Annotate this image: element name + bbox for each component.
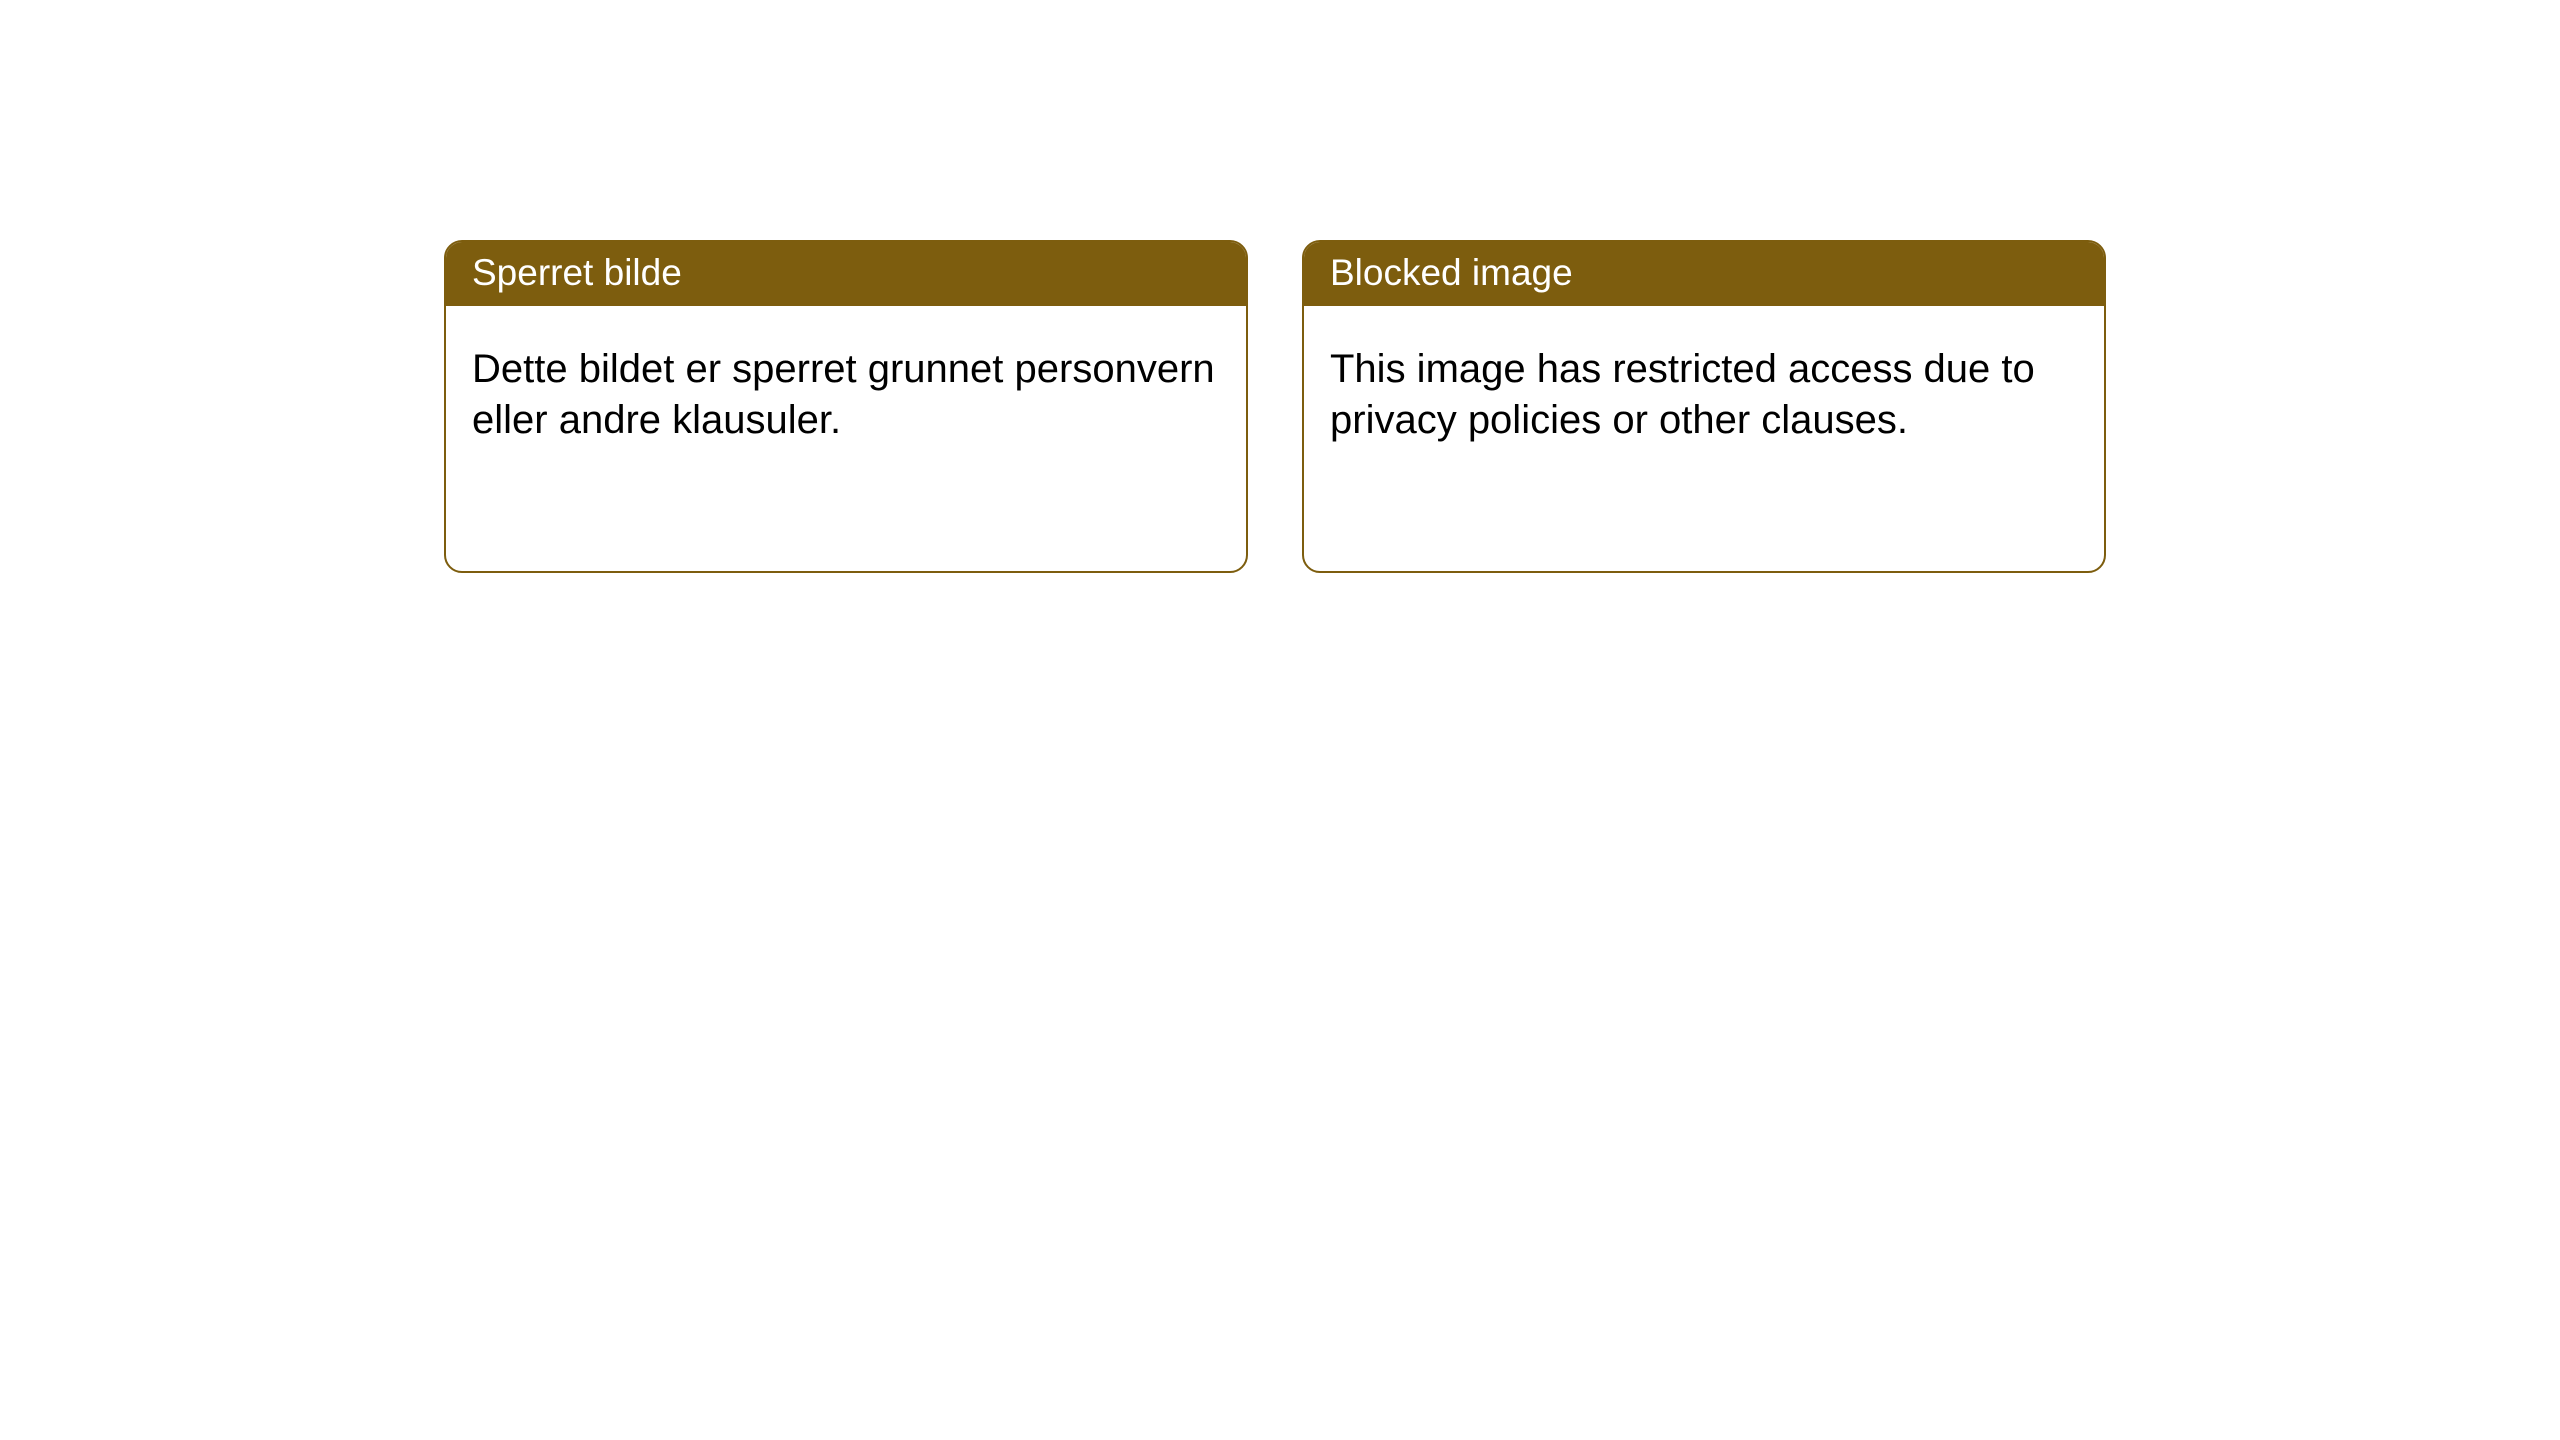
notice-card-norwegian: Sperret bilde Dette bildet er sperret gr… (444, 240, 1248, 573)
notice-title-norwegian: Sperret bilde (446, 242, 1246, 306)
notice-title-english: Blocked image (1304, 242, 2104, 306)
notice-container: Sperret bilde Dette bildet er sperret gr… (0, 0, 2560, 573)
notice-body-norwegian: Dette bildet er sperret grunnet personve… (446, 306, 1246, 472)
notice-body-english: This image has restricted access due to … (1304, 306, 2104, 472)
notice-card-english: Blocked image This image has restricted … (1302, 240, 2106, 573)
